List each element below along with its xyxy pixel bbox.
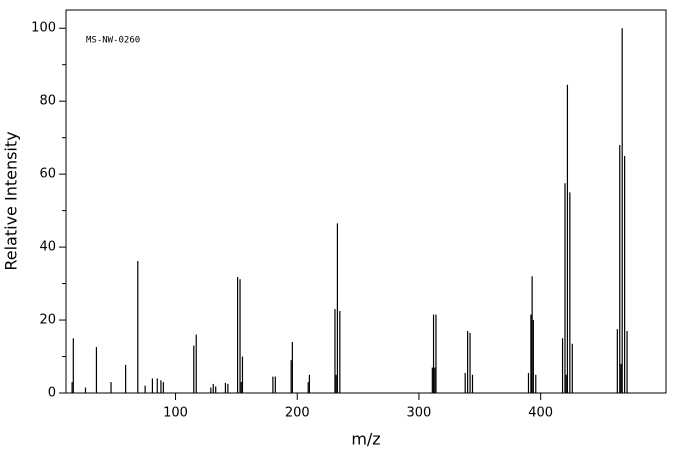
plot-frame (65, 9, 667, 394)
x-axis-label: m/z (351, 430, 380, 449)
y-tick-label: 60 (39, 167, 56, 182)
y-tick-label: 40 (39, 240, 56, 255)
x-tick-label: 400 (528, 406, 553, 421)
x-tick-label: 200 (285, 406, 310, 421)
y-tick-label: 100 (31, 21, 56, 36)
annotation: MS-NW-0260 (86, 36, 140, 46)
y-tick-label: 0 (48, 386, 56, 401)
x-tick-label: 100 (163, 406, 188, 421)
y-tick-label: 80 (39, 94, 56, 109)
x-tick-label: 300 (407, 406, 432, 421)
y-tick-label: 20 (39, 313, 56, 328)
y-axis-label: Relative Intensity (2, 131, 21, 270)
